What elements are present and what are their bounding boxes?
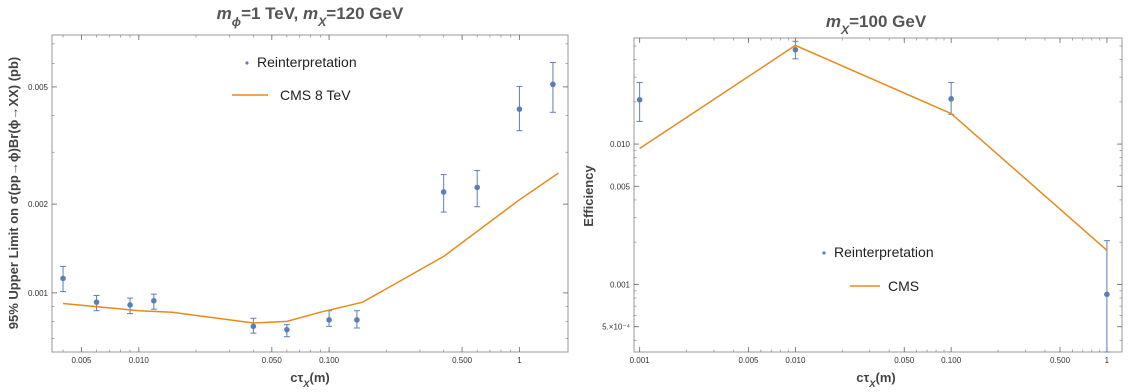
- y-tick-label: 0.002: [28, 200, 49, 209]
- y-tick-label: 0.005: [610, 182, 631, 191]
- data-point: [127, 302, 133, 308]
- x-tick-label: 0.005: [71, 356, 92, 365]
- chart-title: mϕ=1 TeV, mX=120 GeV: [217, 4, 404, 29]
- y-tick-label: 0.005: [28, 83, 49, 92]
- plot-frame: [51, 34, 569, 353]
- x-tick-label: 0.001: [630, 356, 651, 365]
- chart-title-part: m: [303, 4, 318, 23]
- legend-marker-points: [245, 61, 249, 65]
- data-point: [326, 317, 332, 323]
- x-tick-label: 0.500: [1050, 356, 1071, 365]
- chart-title-part: =1 TeV,: [241, 4, 303, 23]
- data-point: [516, 106, 523, 113]
- x-axis-label-part: (m): [310, 370, 330, 385]
- y-axis-label: Efficiency: [581, 165, 596, 227]
- data-point: [93, 299, 100, 305]
- x-tick-label: 0.050: [894, 356, 915, 365]
- x-axis-label-part: X: [302, 379, 310, 389]
- data-point: [60, 275, 66, 282]
- y-tick-label: 0.001: [610, 280, 631, 289]
- series-line-cms: [639, 44, 1108, 251]
- x-axis-label-part: cτ: [290, 370, 303, 385]
- chart-title-part: =100 GeV: [849, 12, 927, 31]
- data-point: [250, 323, 257, 330]
- data-point: [151, 297, 157, 304]
- x-axis-label-part: cτ: [856, 370, 869, 385]
- x-axis-label: cτX(m): [856, 370, 896, 389]
- x-axis-label-part: (m): [876, 370, 896, 385]
- chart-title-part: X: [840, 23, 850, 37]
- series-line-cms-8-tev: [62, 172, 559, 324]
- x-tick-label: 0.010: [785, 356, 806, 365]
- chart-title-part: =120 GeV: [326, 4, 404, 23]
- data-point: [474, 184, 480, 191]
- x-tick-label: 0.500: [452, 356, 473, 365]
- legend-label-line: CMS 8 TeV: [280, 87, 351, 103]
- chart-title-part: X: [317, 15, 327, 29]
- plot-frame: [633, 37, 1123, 353]
- legend-label-points: Reinterpretation: [257, 54, 357, 70]
- y-axis-label: 95% Upper Limit on σ(pp→ϕ)Br(ϕ→XX) (pb): [6, 57, 21, 329]
- x-tick-label: 0.050: [262, 356, 283, 365]
- x-tick-label: 0.100: [319, 356, 340, 365]
- y-tick-label: 0.010: [610, 140, 631, 149]
- data-point: [354, 317, 360, 323]
- x-axis-label-part: X: [868, 379, 876, 389]
- x-tick-label: 0.100: [941, 356, 962, 365]
- chart-title: mX=100 GeV: [826, 12, 927, 37]
- y-tick-label: 5.×10⁻⁴: [602, 323, 630, 332]
- data-point: [284, 326, 290, 333]
- x-tick-label: 0.010: [129, 356, 150, 365]
- x-axis-label: cτX(m): [290, 370, 330, 389]
- data-point: [636, 96, 643, 103]
- data-point: [948, 96, 954, 102]
- data-point: [440, 189, 447, 195]
- data-point: [1104, 291, 1110, 298]
- x-tick-label: 1: [517, 356, 522, 365]
- chart-title-part: ϕ: [232, 15, 241, 29]
- data-point: [792, 46, 799, 53]
- chart-title-part: m: [217, 4, 232, 23]
- chart-title-part: m: [826, 12, 841, 31]
- legend-label-line: CMS: [888, 278, 919, 294]
- legend-label-points: Reinterpretation: [834, 244, 934, 260]
- y-tick-label: 0.001: [28, 289, 49, 298]
- data-point: [550, 81, 556, 88]
- x-tick-label: 0.005: [738, 356, 759, 365]
- x-tick-label: 1: [1105, 356, 1110, 365]
- legend-marker-points: [822, 251, 826, 255]
